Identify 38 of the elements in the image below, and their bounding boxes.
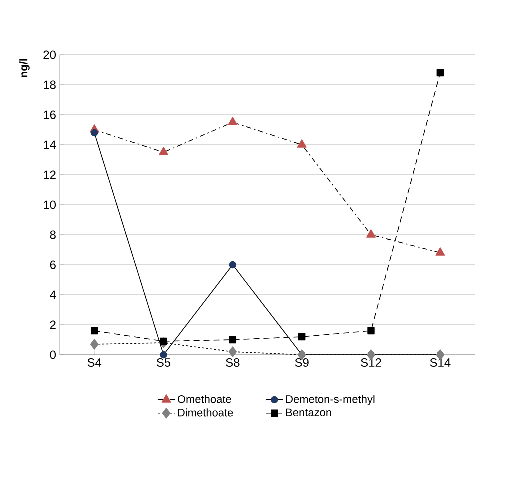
point	[160, 351, 168, 359]
point	[160, 338, 168, 346]
point	[228, 117, 238, 126]
point	[436, 69, 444, 77]
legend-label: Dimethoate	[178, 408, 234, 417]
point	[229, 261, 237, 269]
y-tick-label: 4	[50, 290, 56, 300]
x-tick-label: S12	[361, 358, 382, 368]
y-axis-title: ng/l	[20, 59, 30, 78]
point	[297, 140, 307, 148]
y-tick-label: 6	[50, 260, 56, 270]
point	[90, 129, 98, 137]
point	[436, 248, 446, 256]
legend-label: Demeton-s-methyl	[286, 395, 375, 406]
point	[298, 333, 306, 341]
point	[90, 339, 99, 350]
x-tick-label: S14	[430, 358, 451, 368]
y-tick-label: 8	[50, 230, 56, 240]
point	[159, 147, 168, 156]
legend-label: Bentazon	[286, 408, 332, 417]
x-tick-label: S8	[226, 358, 240, 368]
y-tick-label: 2	[50, 320, 56, 330]
point	[368, 327, 375, 335]
point	[229, 336, 237, 344]
y-tick-label: 0	[50, 350, 56, 360]
y-tick-label: 10	[44, 200, 56, 210]
point	[366, 230, 376, 238]
y-tick-label: 14	[44, 140, 56, 150]
point	[90, 327, 98, 335]
y-tick-label: 20	[44, 50, 56, 60]
point	[228, 346, 238, 358]
y-tick-label: 16	[44, 110, 56, 120]
x-tick-label: S4	[88, 358, 102, 368]
legend-label: Omethoate	[178, 395, 232, 404]
x-tick-label: S5	[156, 358, 171, 368]
x-tick-label: S9	[295, 358, 309, 368]
y-tick-label: 18	[44, 80, 56, 90]
y-tick-label: 12	[44, 170, 56, 180]
